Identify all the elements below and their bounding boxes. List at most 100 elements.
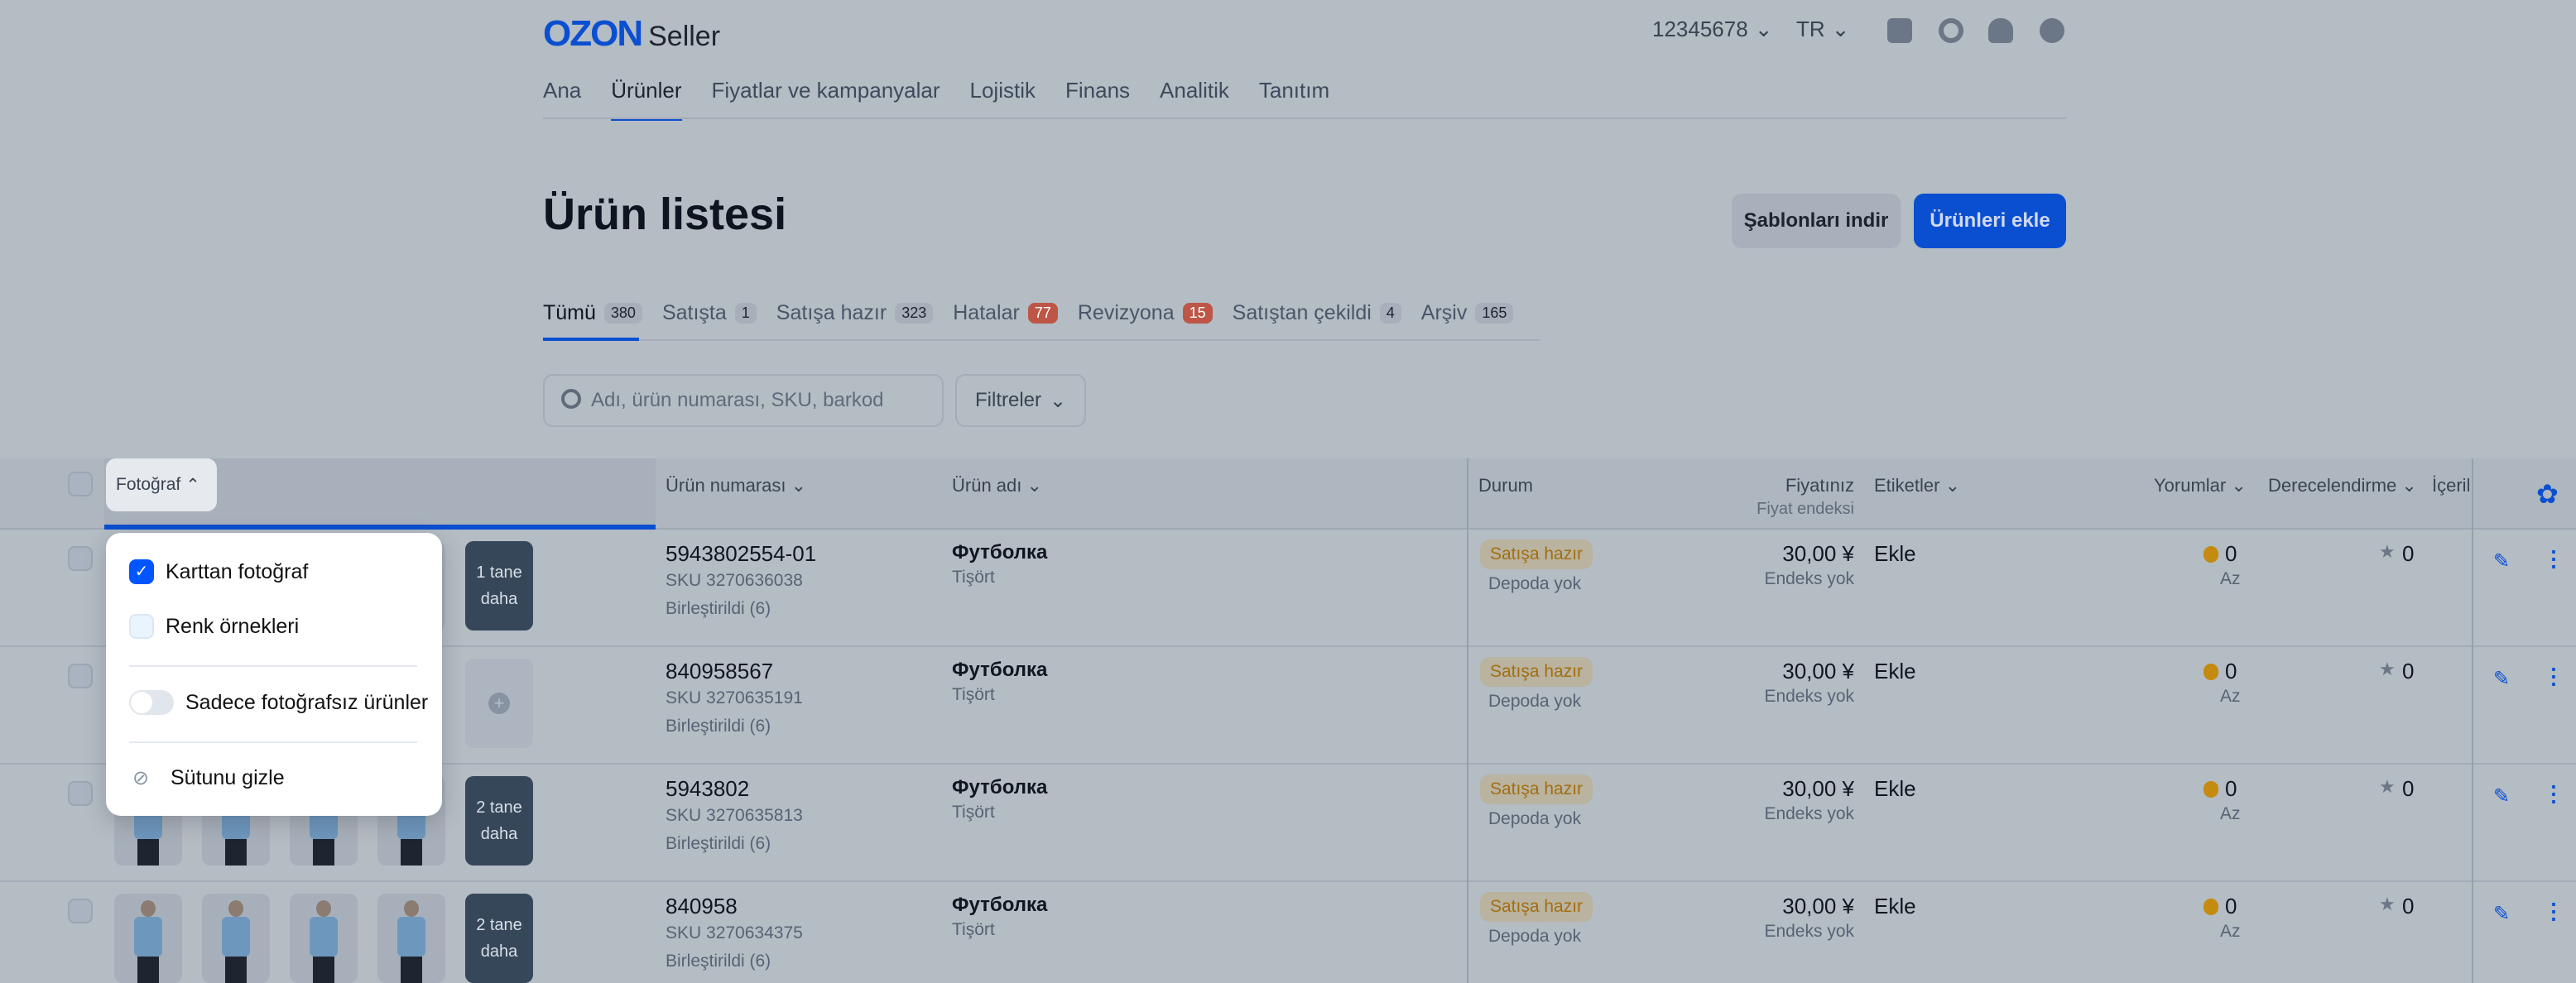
- merged-info[interactable]: Birleştirildi (6): [666, 952, 771, 971]
- more-options-icon[interactable]: ⋮: [2543, 664, 2564, 688]
- gear-icon[interactable]: ✿: [2536, 479, 2559, 509]
- nav-item[interactable]: Lojistik: [969, 78, 1036, 103]
- select-all-checkbox[interactable]: [68, 472, 93, 496]
- nav-item[interactable]: Finans: [1065, 78, 1131, 103]
- row-checkbox[interactable]: [68, 899, 93, 923]
- hide-column-option[interactable]: ⊘ Sütunu gizle: [132, 766, 285, 790]
- warning-icon: [2204, 664, 2218, 680]
- account-selector[interactable]: 12345678 ⌄: [1652, 17, 1772, 42]
- card-photo-option[interactable]: ✓ Karttan fotoğraf: [129, 559, 308, 584]
- nav-item[interactable]: Ürünler: [611, 78, 682, 120]
- tab-item[interactable]: Arşiv 165: [1421, 301, 1514, 325]
- add-photo-button[interactable]: +: [465, 659, 533, 748]
- product-photo[interactable]: [114, 894, 182, 983]
- edit-icon[interactable]: ✎: [2493, 668, 2511, 690]
- chat-icon[interactable]: [1887, 18, 1912, 43]
- edit-icon[interactable]: ✎: [2493, 903, 2511, 925]
- category: Tişört: [952, 803, 995, 822]
- price[interactable]: 30,00 ¥: [1782, 776, 1854, 801]
- row-checkbox[interactable]: [68, 781, 93, 806]
- nav-item[interactable]: Fiyatlar ve kampanyalar: [711, 78, 940, 103]
- ozon-seller-logo[interactable]: OZON Seller: [543, 13, 720, 55]
- add-tag-link[interactable]: Ekle: [1874, 894, 1916, 918]
- product-number[interactable]: 5943802: [666, 776, 750, 801]
- product-name[interactable]: Футболка: [952, 894, 1048, 916]
- more-photos-button[interactable]: 2 tane daha: [465, 894, 533, 983]
- user-icon[interactable]: [2040, 18, 2064, 43]
- reviews-note: Az: [2220, 687, 2241, 706]
- tab-label: Hatalar: [953, 301, 1020, 324]
- language-selector[interactable]: TR ⌄: [1796, 17, 1849, 42]
- product-number[interactable]: 5943802554-01: [666, 541, 817, 566]
- product-number[interactable]: 840958: [666, 894, 738, 918]
- more-options-icon[interactable]: ⋮: [2543, 781, 2564, 806]
- warning-icon: [2204, 781, 2218, 798]
- add-tag-link[interactable]: Ekle: [1874, 541, 1916, 566]
- price[interactable]: 30,00 ¥: [1782, 541, 1854, 566]
- filters-button[interactable]: Filtreler ⌄: [955, 374, 1086, 427]
- divider: [129, 741, 417, 743]
- product-photo[interactable]: [202, 894, 270, 983]
- tab-item[interactable]: Tümü 380: [543, 301, 642, 325]
- color-samples-option[interactable]: Renk örnekleri: [129, 614, 299, 639]
- tabs-divider: [543, 339, 1540, 341]
- column-price[interactable]: Fiyatınız: [1785, 475, 1854, 496]
- column-status[interactable]: Durum: [1478, 475, 1534, 496]
- row-checkbox[interactable]: [68, 546, 93, 571]
- column-tags[interactable]: Etiketler ⌄: [1874, 475, 1961, 496]
- add-products-button[interactable]: Ürünleri ekle: [1914, 194, 2066, 248]
- row-checkbox[interactable]: [68, 664, 93, 688]
- column-content[interactable]: İçeril: [2432, 475, 2471, 496]
- edit-icon[interactable]: ✎: [2493, 785, 2511, 808]
- column-product-name[interactable]: Ürün adı ⌄: [952, 475, 1042, 496]
- tab-item[interactable]: Satışta 1: [662, 301, 757, 325]
- merged-info[interactable]: Birleştirildi (6): [666, 717, 771, 736]
- add-tag-link[interactable]: Ekle: [1874, 659, 1916, 683]
- column-product-number[interactable]: Ürün numarası ⌄: [666, 475, 807, 496]
- price[interactable]: 30,00 ¥: [1782, 894, 1854, 918]
- add-tag-link[interactable]: Ekle: [1874, 776, 1916, 801]
- nav-item[interactable]: Analitik: [1160, 78, 1229, 103]
- product-photo[interactable]: [290, 894, 358, 983]
- sku: SKU 3270634375: [666, 923, 803, 942]
- checkbox-checked-icon[interactable]: ✓: [129, 559, 154, 584]
- tab-item[interactable]: Revizyona 15: [1078, 301, 1213, 325]
- more-photos-button[interactable]: 2 tane daha: [465, 776, 533, 866]
- merged-info[interactable]: Birleştirildi (6): [666, 599, 771, 618]
- photo-column-sort[interactable]: Fotoğraf ⌃: [106, 458, 217, 511]
- merged-info[interactable]: Birleştirildi (6): [666, 834, 771, 853]
- product-name[interactable]: Футболка: [952, 541, 1048, 563]
- product-name[interactable]: Футболка: [952, 659, 1048, 681]
- bell-icon[interactable]: [1988, 18, 2013, 43]
- tab-count-badge: 380: [603, 303, 642, 324]
- column-rating[interactable]: Derecelendirme ⌄: [2268, 475, 2417, 496]
- headset-icon[interactable]: [1939, 18, 1963, 43]
- price[interactable]: 30,00 ¥: [1782, 659, 1854, 683]
- product-number[interactable]: 840958567: [666, 659, 774, 683]
- checkbox[interactable]: [129, 614, 154, 639]
- photo-column-label: Fotoğraf: [116, 475, 181, 494]
- tab-item[interactable]: Satışa hazır 323: [776, 301, 934, 325]
- toggle-switch[interactable]: [129, 690, 174, 715]
- column-reviews[interactable]: Yorumlar ⌄: [2154, 475, 2247, 496]
- tab-item[interactable]: Hatalar 77: [953, 301, 1058, 325]
- price-index: Endeks yok: [1764, 569, 1854, 588]
- nav-item[interactable]: Tanıtım: [1258, 78, 1330, 103]
- nav-item[interactable]: Ana: [543, 78, 582, 103]
- more-photos-button[interactable]: 1 tane daha: [465, 541, 533, 631]
- column-price-index: Fiyat endeksi: [1757, 500, 1854, 518]
- download-templates-button[interactable]: Şablonları indir: [1732, 194, 1901, 248]
- hide-column-label: Sütunu gizle: [171, 766, 285, 789]
- rating: 0: [2402, 894, 2415, 918]
- photo-column-dropdown: ✓ Karttan fotoğraf Renk örnekleri Sadece…: [106, 533, 442, 816]
- more-options-icon[interactable]: ⋮: [2543, 899, 2564, 923]
- tab-item[interactable]: Satıştan çekildi 4: [1233, 301, 1401, 325]
- search-input[interactable]: Adı, ürün numarası, SKU, barkod: [543, 374, 944, 427]
- filters-label: Filtreler: [975, 389, 1042, 411]
- edit-icon[interactable]: ✎: [2493, 550, 2511, 573]
- product-name[interactable]: Футболка: [952, 776, 1048, 798]
- product-photo[interactable]: [377, 894, 445, 983]
- more-options-icon[interactable]: ⋮: [2543, 546, 2564, 571]
- only-without-photo-option[interactable]: Sadece fotoğrafsız ürünler: [129, 690, 428, 715]
- tab-count-badge: 165: [1475, 303, 1514, 324]
